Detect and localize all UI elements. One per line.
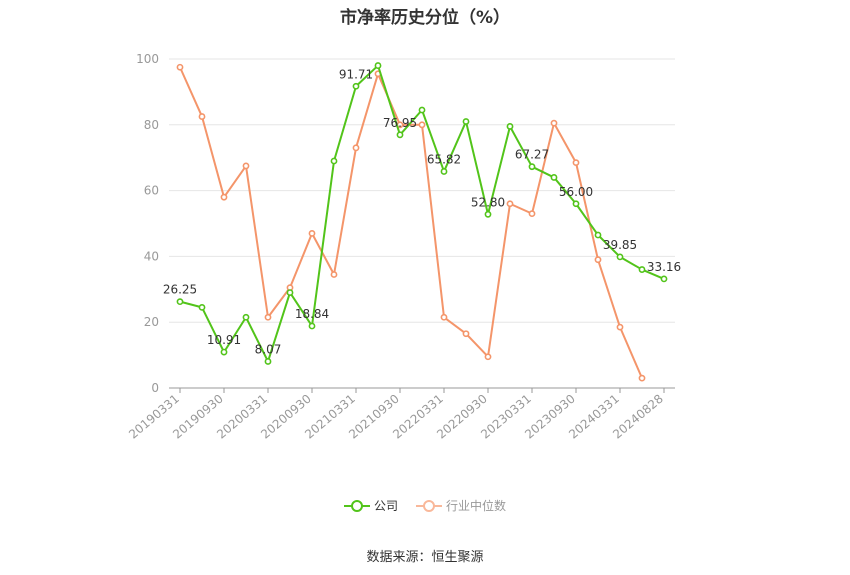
company-data-label: 26.25: [163, 283, 197, 297]
company-point: [352, 82, 360, 90]
company-data-label: 8.07: [255, 342, 282, 356]
industry-point: [440, 313, 448, 321]
data-source-note: 数据来源：恒生聚源: [366, 550, 484, 565]
company-data-label: 76.95: [383, 116, 417, 130]
industry-point: [462, 330, 470, 338]
industry-point: [220, 193, 228, 201]
industry-point: [506, 200, 514, 208]
company-point: [308, 322, 316, 330]
company-point: [374, 62, 382, 69]
company-data-label: 33.16: [647, 260, 681, 274]
y-tick-label: 20: [144, 315, 159, 329]
company-point: [462, 118, 470, 125]
company-data-label: 52.80: [471, 195, 505, 209]
y-tick-label: 40: [144, 249, 159, 263]
company-point: [176, 298, 184, 306]
industry-series-line: [179, 66, 643, 379]
company-point: [550, 174, 558, 181]
company-point: [440, 168, 448, 175]
legend-company-label: 公司: [373, 499, 398, 513]
industry-point: [572, 159, 580, 167]
industry-point: [550, 119, 558, 127]
company-point: [264, 358, 272, 365]
company-data-label: 56.00: [559, 185, 593, 199]
industry-point: [638, 374, 646, 382]
industry-point: [528, 210, 536, 218]
company-data-label: 39.85: [603, 238, 637, 252]
industry-point: [418, 121, 426, 129]
legend-industry-label: 行业中位数: [446, 499, 507, 513]
chart-legend: 公司 行业中位数: [0, 497, 850, 514]
legend-item-industry[interactable]: 行业中位数: [416, 497, 506, 514]
chart-title: 市净率历史分位（%）: [339, 8, 511, 28]
company-point: [572, 200, 580, 208]
company-point: [616, 253, 624, 261]
company-data-label: 65.82: [427, 152, 461, 166]
legend-company-swatch: [343, 498, 370, 514]
industry-point: [616, 323, 624, 331]
industry-point: [264, 313, 272, 321]
company-point: [660, 275, 668, 283]
legend-item-company[interactable]: 公司: [343, 497, 398, 514]
y-tick-label: 0: [151, 381, 159, 395]
company-point: [528, 163, 536, 171]
industry-point: [352, 144, 360, 152]
company-point: [330, 157, 338, 165]
company-point: [220, 348, 228, 356]
legend-industry-swatch: [416, 498, 442, 514]
company-data-label: 10.91: [207, 333, 241, 347]
company-point: [506, 123, 514, 130]
company-point: [286, 289, 294, 296]
company-point: [242, 313, 250, 321]
line-chart: 0204060801002019033120190930202003312020…: [126, 52, 681, 442]
industry-point: [484, 353, 492, 361]
y-tick-label: 60: [144, 184, 159, 198]
industry-point: [308, 229, 316, 237]
industry-point: [330, 271, 338, 278]
company-point: [484, 210, 492, 218]
company-data-label: 18.84: [295, 307, 329, 321]
company-point: [638, 266, 646, 273]
company-data-label: 67.27: [515, 148, 549, 162]
company-data-label: 91.71: [339, 67, 373, 81]
y-tick-label: 100: [136, 52, 159, 66]
industry-point: [198, 113, 206, 120]
industry-point: [594, 256, 602, 264]
company-point: [418, 106, 426, 114]
y-tick-label: 80: [144, 118, 159, 132]
company-point: [594, 231, 602, 239]
company-point: [396, 131, 404, 139]
industry-point: [176, 63, 184, 71]
company-point: [198, 303, 206, 311]
industry-point: [242, 162, 250, 170]
